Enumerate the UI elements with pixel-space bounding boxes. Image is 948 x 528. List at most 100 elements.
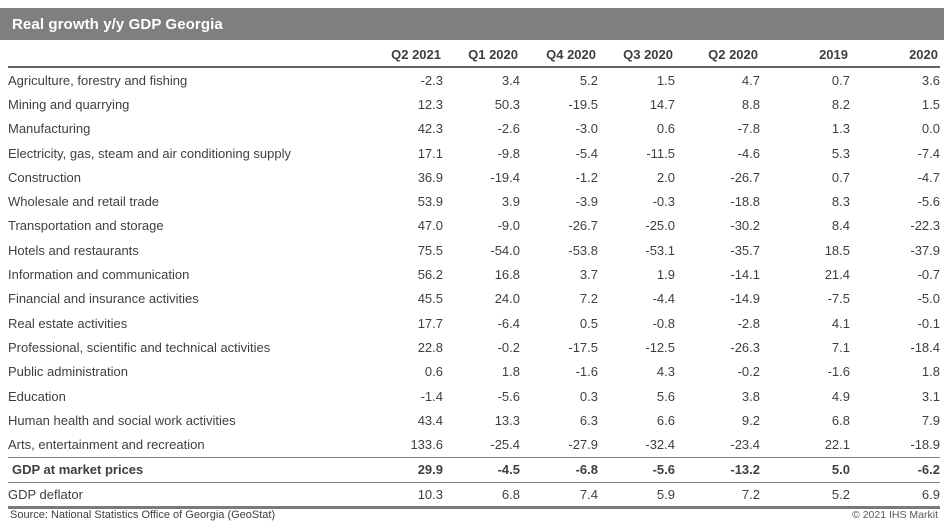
row-value: -5.6 [917, 194, 940, 210]
row-value: 53.9 [417, 194, 443, 210]
row-value: 24.0 [494, 291, 520, 307]
table-row: Agriculture, forestry and fishing -2.3 3.4… [8, 67, 940, 92]
row-value: -4.7 [917, 169, 940, 185]
row-value: 45.5 [417, 291, 443, 307]
row-value: -0.3 [652, 194, 675, 210]
row-value: -19.5 [568, 96, 598, 112]
row-value: 22.8 [417, 339, 443, 355]
row-value: 7.4 [520, 482, 598, 509]
row-value: -2.8 [737, 315, 760, 331]
row-value: 13.3 [494, 412, 520, 428]
row-value: -1.6 [575, 364, 598, 380]
row-value: -7.8 [737, 121, 760, 137]
row-value: -53.1 [645, 242, 675, 258]
row-label: Education [8, 388, 66, 404]
row-value: -27.9 [568, 437, 598, 453]
column-header: Q2 2020 [675, 40, 760, 68]
row-value: 8.4 [831, 218, 850, 234]
row-value: -18.9 [910, 437, 940, 453]
row-value: -0.1 [917, 315, 940, 331]
table-header-row: Q2 2021 Q1 2020 Q4 2020 Q3 2020 Q2 2020 2019 2… [8, 40, 940, 68]
row-value: 17.7 [417, 315, 443, 331]
row-value: -35.7 [730, 242, 760, 258]
row-value: -14.9 [730, 291, 760, 307]
footer: Source: National Statistics Office of Ge… [8, 509, 940, 521]
column-header: Q1 2020 [443, 40, 520, 68]
row-value: -4.5 [443, 456, 520, 483]
row-value: 3.6 [921, 72, 940, 88]
row-label: Information and communication [8, 267, 190, 283]
row-value: 21.4 [824, 267, 850, 283]
row-value: -9.8 [497, 145, 520, 161]
row-value: 1.5 [921, 96, 940, 112]
row-label: Wholesale and retail trade [8, 194, 160, 210]
row-value: 5.2 [579, 72, 598, 88]
row-label: Electricity, gas, steam and air conditio… [8, 145, 292, 161]
row-value: -6.4 [497, 315, 520, 331]
row-value: 5.2 [760, 482, 850, 509]
row-value: 14.7 [649, 96, 675, 112]
table-row: Human health and social work activities 4… [8, 408, 940, 432]
row-value: 0.5 [579, 315, 598, 331]
row-value: -30.2 [730, 218, 760, 234]
row-value: 6.9 [850, 482, 940, 509]
row-value: 6.8 [831, 412, 850, 428]
row-value: 50.3 [494, 96, 520, 112]
row-value: 4.9 [831, 388, 850, 404]
row-value: -19.4 [490, 169, 520, 185]
row-label: Agriculture, forestry and fishing [8, 72, 188, 88]
row-value: 12.3 [417, 96, 443, 112]
row-value: -12.5 [645, 339, 675, 355]
row-value: 6.8 [443, 482, 520, 509]
row-value: -1.4 [420, 388, 443, 404]
row-label: GDP at market prices [8, 456, 368, 483]
table-row: Real estate activities 17.7 -6.4 0.5 -0.8 -2.… [8, 311, 940, 335]
row-label: Transportation and storage [8, 218, 164, 234]
row-value: -18.8 [730, 194, 760, 210]
row-value: 29.9 [368, 456, 443, 483]
row-value: 4.3 [656, 364, 675, 380]
row-value: -32.4 [645, 437, 675, 453]
row-label: Public administration [8, 364, 128, 380]
row-value: -4.6 [737, 145, 760, 161]
row-value: 7.2 [579, 291, 598, 307]
row-label: Construction [8, 169, 81, 185]
row-value: 5.0 [760, 456, 850, 483]
table-row: Construction 36.9 -19.4 -1.2 2.0 -26.7 0.7 -4.7 [8, 165, 940, 189]
row-value: 10.3 [368, 482, 443, 509]
row-value: 5.6 [656, 388, 675, 404]
row-value: 3.4 [501, 72, 520, 88]
row-value: -3.9 [575, 194, 598, 210]
row-value: 3.1 [921, 388, 940, 404]
row-value: -2.3 [420, 72, 443, 88]
row-value: 1.8 [501, 364, 520, 380]
row-value: -5.0 [917, 291, 940, 307]
gdp-growth-table: Q2 2021 Q1 2020 Q4 2020 Q3 2020 Q2 2020 2019 2… [8, 40, 940, 509]
column-header: 2020 [850, 40, 940, 68]
row-value: 42.3 [417, 121, 443, 137]
row-value: 8.3 [831, 194, 850, 210]
row-value: 22.1 [824, 437, 850, 453]
table-row: Electricity, gas, steam and air conditio… [8, 141, 940, 165]
row-value: 7.9 [921, 412, 940, 428]
table-row: Public administration 0.6 1.8 -1.6 4.3 -0.2 -1… [8, 360, 940, 384]
row-value: -53.8 [568, 242, 598, 258]
row-value: 4.1 [831, 315, 850, 331]
column-header: Q2 2021 [368, 40, 443, 68]
row-value: -11.5 [646, 145, 675, 161]
table-row: Mining and quarrying 12.3 50.3 -19.5 14.7 8.8… [8, 92, 940, 116]
row-value: 16.8 [494, 267, 520, 283]
column-header-spacer [8, 40, 368, 68]
row-value: 5.9 [598, 482, 675, 509]
gdp-summary-row: GDP at market prices 29.9 -4.5 -6.8 -5.6 -13.… [8, 456, 940, 483]
row-value: -14.1 [730, 267, 760, 283]
row-value: -26.7 [730, 169, 760, 185]
column-header: Q3 2020 [598, 40, 675, 68]
row-label: GDP deflator [8, 482, 368, 509]
table-row: Financial and insurance activities 45.5 24… [8, 287, 940, 311]
row-value: 1.3 [831, 121, 850, 137]
row-value: -13.2 [675, 456, 760, 483]
row-value: 5.3 [831, 145, 850, 161]
table-row: Information and communication 56.2 16.8 3.7… [8, 262, 940, 286]
row-value: 17.1 [417, 145, 443, 161]
